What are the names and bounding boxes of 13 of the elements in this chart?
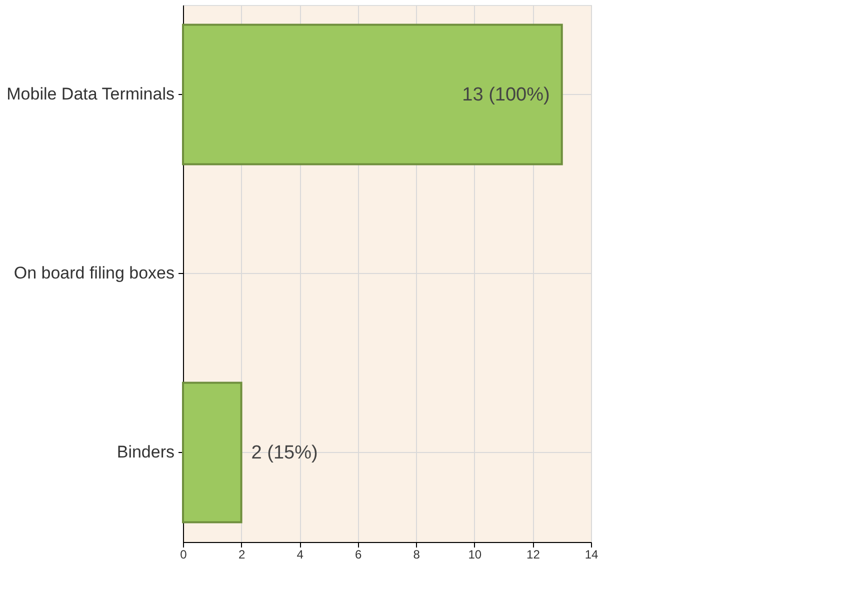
data-label: 2 (15%) [251, 442, 318, 464]
y-tick-label: Binders [116, 442, 174, 462]
x-tick-label: 8 [413, 548, 420, 562]
data-label: 13 (100%) [462, 84, 550, 106]
x-tick-label: 12 [526, 548, 540, 562]
x-tick-label: 10 [468, 548, 482, 562]
y-tick-label: On board filing boxes [14, 264, 174, 282]
x-tick-label: 2 [238, 548, 246, 562]
y-tick-label: Mobile Data Terminals [6, 84, 174, 104]
x-tick-label: 14 [584, 548, 598, 562]
x-tick-label: 6 [355, 548, 362, 562]
x-tick-label: 4 [296, 548, 304, 562]
x-tick-label: 0 [180, 548, 188, 562]
